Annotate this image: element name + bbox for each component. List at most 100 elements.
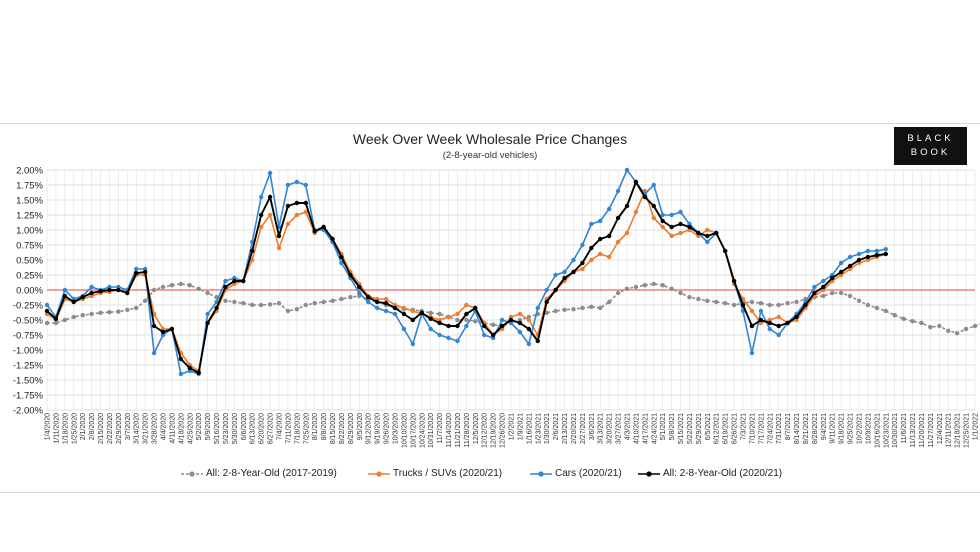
- series-4-point: [366, 295, 371, 300]
- x-tick-label: 1/16/2021: [526, 413, 533, 444]
- x-tick-label: 5/23/2020: [223, 413, 230, 444]
- x-tick-label: 10/10/2020: [401, 413, 408, 448]
- series-1-point: [178, 281, 184, 287]
- series-2-point: [749, 308, 755, 314]
- x-tick-label: 2/29/2020: [116, 413, 123, 444]
- series-1-point: [267, 302, 273, 307]
- series-1-point: [705, 298, 710, 303]
- series-1-point: [160, 284, 166, 290]
- series-4-point: [89, 290, 94, 296]
- series-3-point: [464, 323, 469, 329]
- x-tick-label: 10/17/2020: [410, 413, 417, 448]
- series-4-point: [428, 316, 433, 321]
- series-4-point: [53, 316, 59, 321]
- black-book-logo: BLACK BOOK: [894, 127, 967, 165]
- series-1-point: [232, 299, 237, 305]
- x-tick-label: 5/29/2021: [696, 413, 703, 444]
- series-1-point: [946, 328, 951, 333]
- series-2-point: [776, 314, 781, 320]
- series-3-point: [44, 302, 50, 308]
- y-tick-label: 1.50%: [16, 196, 43, 207]
- series-4-point: [589, 245, 594, 251]
- series-3-point: [856, 251, 862, 257]
- series-2-point: [464, 302, 469, 308]
- series-1-point: [830, 290, 835, 296]
- series-4-point: [758, 317, 764, 323]
- series-1-point: [856, 298, 862, 303]
- series-4-point: [722, 248, 728, 254]
- series-1-point: [107, 310, 112, 315]
- series-2-point: [660, 224, 665, 230]
- series-3-point: [821, 278, 826, 284]
- series-4-point: [267, 194, 273, 200]
- series-4-point: [615, 215, 621, 221]
- series-3-point: [571, 257, 576, 263]
- series-2-point: [410, 308, 416, 314]
- series-1-point: [241, 301, 246, 306]
- x-tick-label: 9/18/2021: [839, 413, 846, 444]
- series-1-point: [339, 296, 344, 302]
- series-2-point: [383, 296, 389, 302]
- series-4-point: [285, 203, 291, 209]
- y-tick-label: 0.00%: [16, 286, 43, 297]
- series-3-point: [294, 179, 300, 185]
- y-tick-label: 1.25%: [16, 211, 43, 222]
- series-1-point: [785, 301, 790, 306]
- series-1-point: [330, 298, 335, 303]
- x-tick-label: 5/2/2020: [196, 413, 203, 440]
- y-tick-label: -2.00%: [13, 406, 44, 417]
- series-1-point: [624, 286, 630, 291]
- series-3-point: [499, 317, 505, 323]
- series-2-point: [580, 266, 585, 272]
- x-tick-label: 1/11/2020: [53, 413, 60, 444]
- series-3-point: [366, 299, 371, 305]
- series-1-point: [250, 302, 255, 308]
- x-tick-label: 11/20/2021: [919, 413, 926, 448]
- series-1-point: [428, 310, 433, 315]
- series-3-point: [392, 311, 398, 317]
- series-3-point: [624, 167, 630, 173]
- series-4-point: [571, 269, 576, 275]
- series-3-point: [526, 341, 532, 347]
- series-4-point: [794, 314, 799, 320]
- x-tick-label: 5/9/2020: [205, 413, 212, 440]
- x-tick-label: 2/15/2020: [98, 413, 105, 444]
- series-3-point: [562, 269, 567, 275]
- x-tick-label: 11/28/2020: [464, 413, 471, 448]
- series-1-point: [642, 283, 648, 288]
- series-3-point: [847, 254, 853, 260]
- series-2-point: [615, 239, 621, 245]
- series-2-point: [276, 245, 282, 251]
- series-3-point: [517, 329, 523, 335]
- series-4-point: [785, 320, 790, 326]
- x-tick-label: 5/8/2021: [669, 413, 676, 440]
- series-2-point: [401, 305, 407, 311]
- series-4-point: [303, 200, 308, 206]
- x-tick-label: 10/23/2021: [883, 413, 890, 448]
- series-4-point: [196, 370, 201, 375]
- series-4-point: [205, 320, 210, 326]
- x-tick-label: 3/14/2020: [134, 413, 141, 444]
- x-tick-label: 7/4/2020: [277, 413, 284, 440]
- series-2-point: [598, 251, 603, 257]
- x-tick-label: 12/26/2020: [500, 413, 507, 448]
- x-tick-label: 9/26/2020: [384, 413, 391, 444]
- x-tick-label: 11/21/2020: [455, 413, 462, 448]
- series-2-point: [669, 233, 674, 239]
- logo-line-2: BOOK: [910, 147, 951, 158]
- series-4-point: [749, 323, 755, 329]
- y-tick-label: -1.00%: [13, 346, 44, 357]
- series-4-point: [134, 271, 139, 276]
- series-4-point: [473, 305, 478, 311]
- series-1-point: [758, 301, 764, 306]
- series-3-point: [544, 287, 549, 293]
- x-tick-label: 3/7/2020: [125, 413, 132, 440]
- series-4-point: [535, 338, 540, 344]
- series-2-point: [250, 257, 255, 263]
- series-1-point: [714, 299, 719, 305]
- series-3-point: [357, 290, 362, 296]
- series-4-point: [883, 251, 888, 257]
- series-3-point: [705, 239, 710, 245]
- series-1-point: [303, 302, 308, 308]
